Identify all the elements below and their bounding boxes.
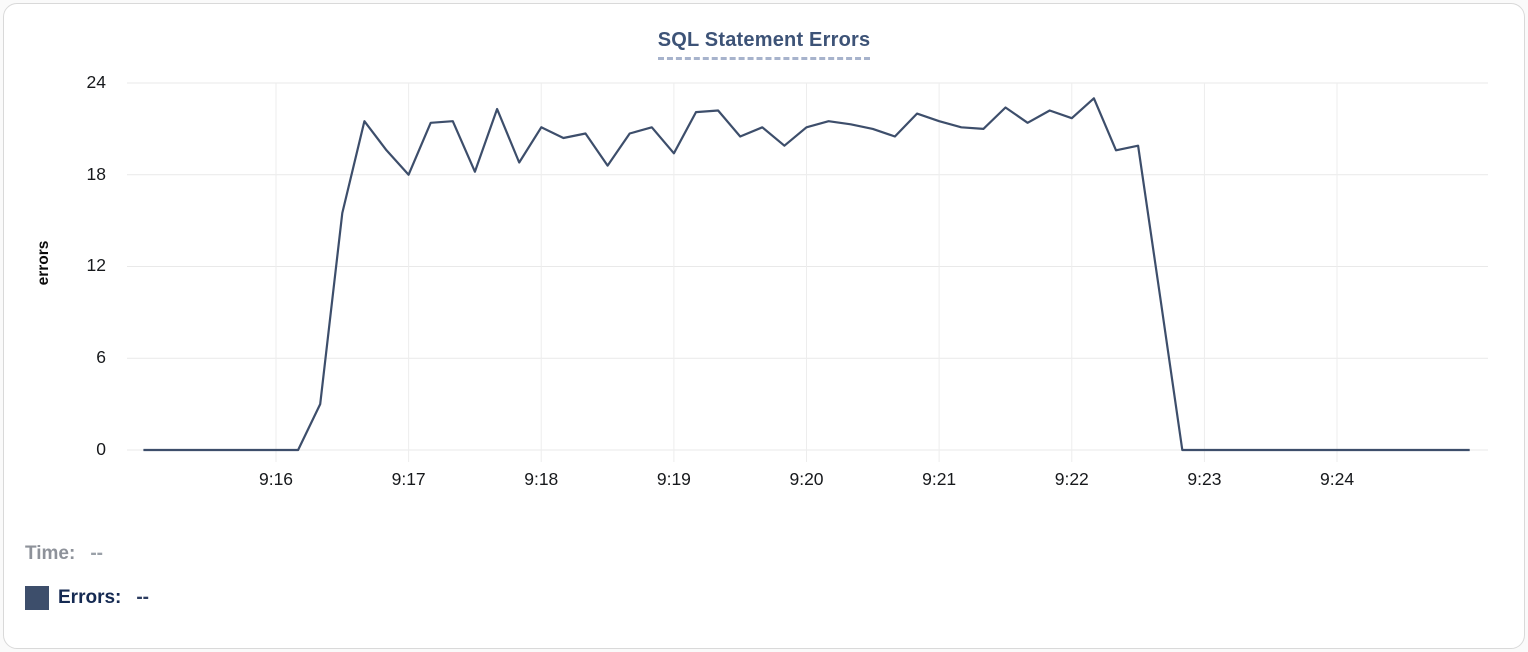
series-line-errors[interactable] xyxy=(143,97,1470,452)
x-tick-label: 9:17 xyxy=(391,469,426,489)
x-tick-label: 9:18 xyxy=(524,469,559,489)
chart-title[interactable]: SQL Statement Errors xyxy=(657,29,871,60)
y-tick-label: 24 xyxy=(86,71,106,92)
y-tick-label: 18 xyxy=(86,163,106,184)
x-tick-label: 9:22 xyxy=(1054,469,1089,489)
y-tick-label: 0 xyxy=(96,439,106,459)
legend-errors-value: -- xyxy=(136,587,150,608)
y-tick-label: 6 xyxy=(96,347,106,368)
x-tick-label: 9:23 xyxy=(1187,469,1222,489)
legend-errors-label: Errors: xyxy=(58,587,122,608)
x-tick-label: 9:19 xyxy=(656,469,691,489)
x-tick-label: 9:21 xyxy=(922,469,957,489)
y-tick-label: 12 xyxy=(86,255,106,276)
chart-card: SQL Statement Errors errors 9:16 9:17 9:18… xyxy=(3,3,1525,649)
x-tick-label: 9:24 xyxy=(1320,469,1355,489)
legend-time-value: -- xyxy=(90,543,103,564)
x-tick-label: 9:20 xyxy=(789,469,824,489)
chart-header: SQL Statement Errors xyxy=(0,29,1528,60)
legend-time-label: Time: xyxy=(25,543,76,564)
x-tick-label: 9:16 xyxy=(258,469,294,489)
legend-row-time: Time: -- xyxy=(25,543,103,565)
legend-row-errors: Errors: -- xyxy=(25,586,149,610)
legend-errors-swatch xyxy=(25,586,49,610)
